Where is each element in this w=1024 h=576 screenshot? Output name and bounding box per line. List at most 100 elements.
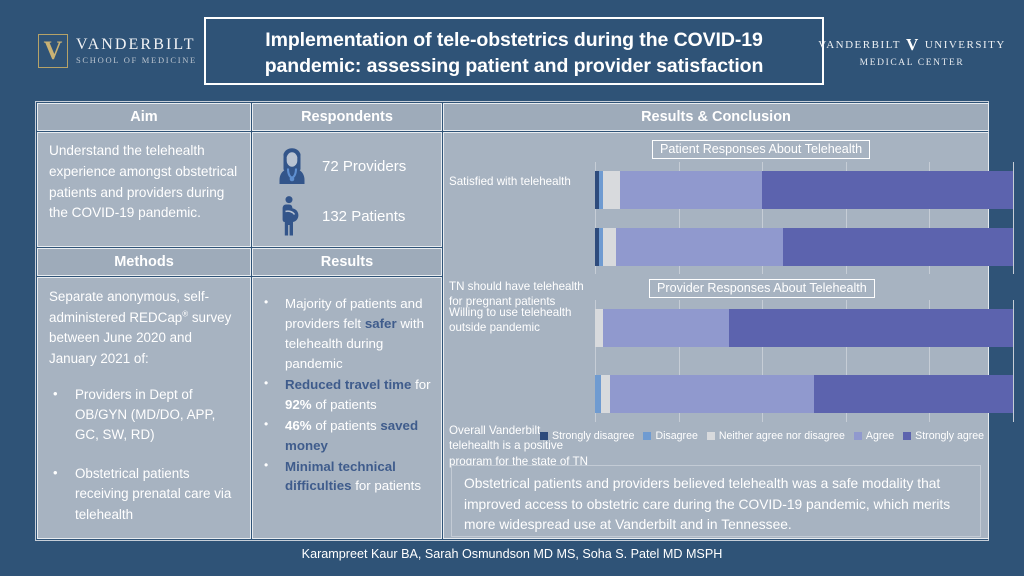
respondents-row-providers: 72 Providers (253, 141, 441, 191)
legend-swatch (540, 432, 548, 440)
gridlines-patient (595, 162, 1014, 274)
gridline (845, 300, 847, 422)
list-item: Majority of patients and providers felt … (259, 293, 435, 374)
chart-legend: Strongly disagree Disagree Neither agree n… (540, 430, 988, 442)
vumc-logo-line2: MEDICAL CENTER (859, 58, 965, 68)
poster-header: V VANDERBILT SCHOOL OF MEDICINE Implemen… (0, 0, 1024, 100)
plot-area-patient: Satisfied with telehealth TN should have … (449, 162, 1014, 308)
telehealth-responses-chart: Patient Responses About Telehealth Satis… (444, 133, 1014, 468)
stacked-bar (595, 171, 1013, 209)
plain-phrase: with telehealth during pandemic (285, 315, 424, 371)
plain-phrase: Majority of patients and providers felt (285, 296, 423, 331)
plain-phrase: for (411, 376, 431, 392)
gridline (1013, 300, 1014, 422)
plot-area-provider: Willing to use telehealth outside pandem… (449, 300, 1014, 468)
gridlines-provider (595, 300, 1014, 422)
chart-title-patient: Patient Responses About Telehealth (652, 140, 871, 159)
bar-segment (728, 309, 1013, 347)
methods-intro: Separate anonymous, self-administered RE… (49, 287, 239, 369)
methods-intro-pre: Separate anonymous, self-administered RE… (49, 289, 210, 325)
legend-item: Disagree (643, 430, 698, 442)
category-label: Satisfied with telehealth (449, 175, 571, 188)
bar-segment (595, 228, 600, 266)
highlighted-phrase: Reduced travel time (285, 376, 412, 392)
column-aim-methods: Aim Understand the telehealth experience… (37, 103, 251, 539)
results-panel-body: Majority of patients and providers felt … (252, 277, 442, 539)
vanderbilt-wordmark-line1: VANDERBILT (76, 36, 196, 54)
bar-segment (814, 375, 1013, 413)
legend-item: Neither agree nor disagree (706, 430, 845, 442)
plain-phrase: for patients (351, 478, 421, 494)
list-item: Minimal technical difficulties for patie… (259, 456, 435, 497)
aim-text: Understand the telehealth experience amo… (49, 143, 238, 221)
legend-label: Disagree (655, 430, 698, 442)
bar-segment (599, 171, 604, 209)
bar-segment (595, 171, 600, 209)
bar-segment (601, 375, 610, 413)
page-title: Implementation of tele-obstetrics during… (264, 28, 764, 77)
table-row: Willing to use telehealth outside pandem… (449, 306, 1013, 347)
provider-icon (275, 147, 309, 185)
aim-panel-body: Understand the telehealth experience amo… (37, 132, 251, 247)
highlighted-phrase: saved money (285, 417, 419, 453)
list-item: Reduced travel time for 92% of patients (259, 374, 435, 415)
plain-phrase: 46% (285, 417, 312, 433)
list-item: Obstetrical patients receiving prenatal … (49, 463, 239, 524)
table-row: TN should have telehealth for pregnant p… (449, 228, 1013, 308)
legend-label: Agree (865, 430, 895, 442)
bar-segment (609, 375, 815, 413)
author-list: Karampreet Kaur BA, Sarah Osmundson MD M… (301, 547, 723, 561)
list-item: Providers in Dept of OB/GYN (MD/DO, APP,… (49, 384, 239, 445)
vanderbilt-wordmark: VANDERBILT SCHOOL OF MEDICINE (76, 36, 197, 65)
legend-label: Neither agree nor disagree (718, 430, 845, 442)
vanderbilt-school-of-medicine-logo: V VANDERBILT SCHOOL OF MEDICINE (38, 34, 197, 68)
conclusion-text: Obstetrical patients and providers belie… (451, 465, 981, 537)
gridline (929, 300, 931, 422)
plain-phrase: of patients (311, 396, 377, 412)
methods-intro-post: survey between June 2020 and January 202… (49, 309, 232, 366)
results-panel-heading: Results (252, 248, 442, 276)
vumc-word-before: VANDERBILT (818, 38, 902, 51)
plain-phrase: 92% (285, 396, 312, 412)
results-conclusion-panel-heading: Results & Conclusion (443, 103, 989, 131)
column-results-conclusion: Results & Conclusion Patient Responses A… (443, 103, 1014, 539)
poster-body: Aim Understand the telehealth experience… (35, 101, 1014, 541)
stacked-bar (595, 309, 1013, 347)
legend-label: Strongly disagree (552, 430, 635, 442)
bar-segment (595, 375, 602, 413)
methods-bullet-list: Providers in Dept of OB/GYN (MD/DO, APP,… (49, 384, 239, 525)
vumc-logo-line1: VANDERBILT V UNIVERSITY (818, 35, 1004, 54)
bar-segment (783, 228, 1013, 266)
column-respondents-results: Respondents (252, 103, 442, 539)
legend-swatch (853, 432, 862, 440)
bar-segment (603, 309, 729, 347)
legend-swatch (903, 432, 912, 440)
gridline (595, 162, 596, 274)
vumc-shield-icon: V (906, 35, 920, 54)
vumc-logo: VANDERBILT V UNIVERSITY MEDICAL CENTER (818, 35, 1004, 68)
bar-segment (603, 228, 616, 266)
legend-item: Strongly disagree (540, 430, 634, 442)
gridline (929, 162, 931, 274)
bar-segment (603, 171, 621, 209)
stacked-bar (595, 228, 1013, 266)
respondents-panel-heading: Respondents (252, 103, 442, 131)
highlighted-phrase: Minimal technical difficulties (285, 458, 396, 494)
bar-segment (595, 309, 604, 347)
respondents-panel-body: 72 Providers 132 Patients (252, 132, 442, 247)
gridline (762, 300, 764, 422)
plain-phrase: of patients (311, 417, 381, 433)
category-label: TN should have telehealth for pregnant p… (449, 280, 584, 309)
bar-segment (762, 171, 1013, 209)
aim-panel-heading: Aim (37, 103, 251, 131)
results-bullet-list: Majority of patients and providers felt … (259, 293, 435, 497)
bar-segment (620, 171, 763, 209)
category-label: Willing to use telehealth outside pandem… (449, 306, 572, 335)
list-item: 46% of patients saved money (259, 415, 435, 456)
vanderbilt-wordmark-line2: SCHOOL OF MEDICINE (76, 54, 197, 65)
chart-title-provider: Provider Responses About Telehealth (649, 279, 875, 298)
respondents-patients-label: 132 Patients (322, 207, 406, 225)
legend-label: Strongly agree (915, 430, 985, 442)
gridline (678, 162, 680, 274)
redcap-registered-mark: ® (182, 309, 189, 319)
